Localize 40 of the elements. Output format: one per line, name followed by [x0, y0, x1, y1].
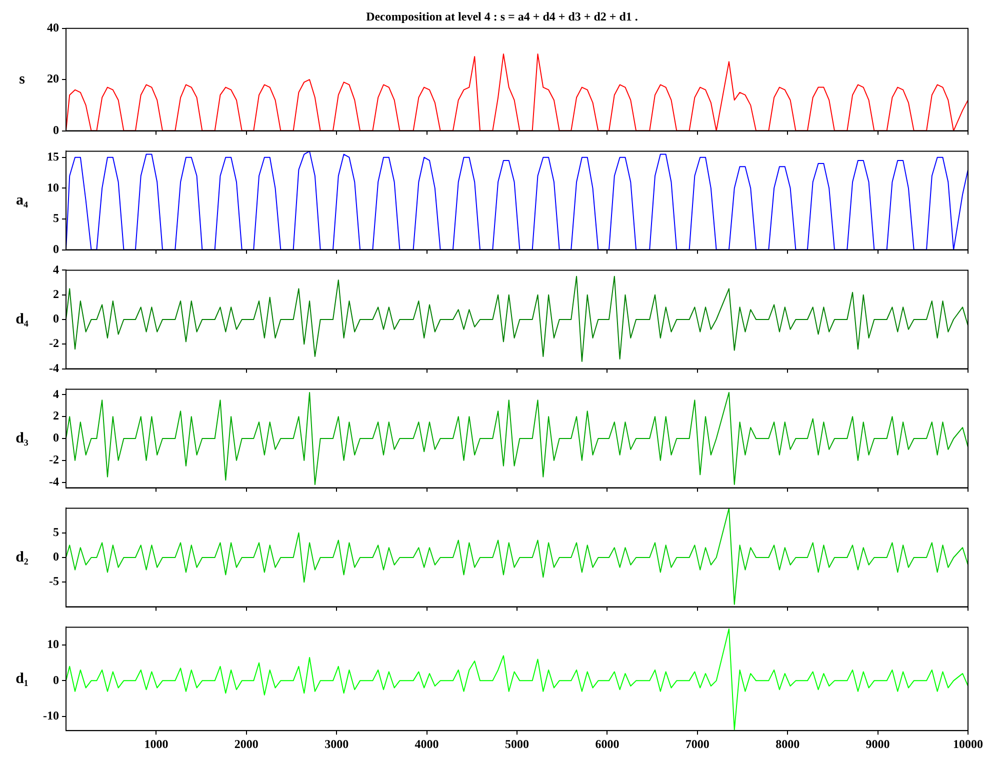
- y-tick-label: -2: [49, 336, 59, 350]
- y-tick-label: -4: [49, 360, 59, 375]
- y-tick-label: 4: [53, 262, 59, 276]
- y-axis-title: d₂: [16, 549, 29, 566]
- y-tick-label: 0: [53, 242, 59, 256]
- y-tick-label: 4: [53, 386, 59, 401]
- x-tick-label: 9000: [866, 736, 890, 751]
- y-axis-title: a₄: [16, 192, 28, 208]
- x-tick-label: 3000: [324, 736, 349, 751]
- y-tick-label: 0: [53, 430, 59, 445]
- y-tick-label: 10: [47, 180, 59, 194]
- x-tick-label: 2000: [234, 736, 258, 751]
- y-tick-label: 0: [53, 550, 59, 564]
- x-tick-label: 4000: [414, 736, 439, 751]
- y-tick-label: 2: [53, 408, 59, 423]
- chart-title: Decomposition at level 4 : s = a4 + d4 + d3 + d2 + d1 .: [366, 9, 638, 24]
- x-tick-label: 6000: [595, 736, 620, 751]
- y-tick-label: 0: [53, 122, 59, 137]
- y-tick-label: 20: [47, 72, 59, 86]
- x-tick-label: 10000: [953, 736, 983, 751]
- y-tick-label: 10: [47, 637, 59, 652]
- y-tick-label: -5: [49, 574, 59, 588]
- x-tick-label: 1000: [144, 736, 168, 751]
- y-tick-label: 5: [53, 211, 59, 226]
- y-tick-label: -4: [49, 474, 59, 488]
- x-tick-label: 5000: [505, 736, 529, 751]
- y-tick-label: -2: [49, 452, 59, 467]
- y-tick-label: 5: [53, 524, 59, 539]
- y-axis-title: d₃: [16, 430, 29, 446]
- y-axis-title: s: [19, 71, 26, 88]
- y-tick-label: 2: [53, 286, 59, 301]
- y-tick-label: -10: [43, 708, 59, 722]
- y-axis-title: d₄: [16, 311, 29, 328]
- y-tick-label: 0: [53, 672, 59, 687]
- x-tick-label: 7000: [685, 736, 710, 751]
- y-axis-title: d₁: [16, 670, 28, 687]
- x-tick-label: 8000: [776, 736, 800, 751]
- y-tick-label: 15: [47, 149, 59, 164]
- y-tick-label: 40: [47, 20, 59, 34]
- y-tick-label: 0: [53, 312, 59, 326]
